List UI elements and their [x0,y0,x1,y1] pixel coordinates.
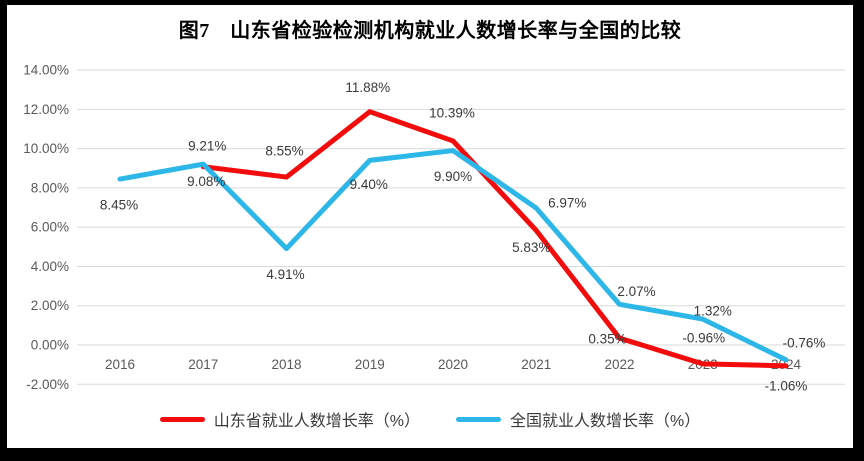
data-label-0: 0.35% [588,332,626,347]
y-tick-label: 6.00% [31,220,69,235]
legend-line-red [159,416,205,422]
x-tick-label: 2022 [604,357,634,372]
data-label-0: 11.88% [345,80,390,95]
x-tick-label: 2017 [188,357,218,372]
y-tick-label: 12.00% [23,102,69,117]
data-label-0: 8.55% [265,144,303,159]
y-tick-label: 0.00% [31,338,69,353]
y-tick-label: -2.00% [26,377,69,392]
data-label-1: 6.97% [548,196,586,211]
x-tick-label: 2021 [521,357,551,372]
data-label-0: 9.08% [187,174,225,189]
data-label-0: 5.83% [512,240,550,255]
data-label-1: -0.76% [783,335,826,350]
data-label-1: 4.91% [266,267,304,282]
y-tick-label: 14.00% [23,63,69,78]
legend-label-shandong: 山东省就业人数增长率（%） [213,413,420,430]
line-chart: 14.00% 12.00% 10.00% 8.00% 6.00% 4.00% 2.00% 0.… [23,63,845,393]
y-tick-label: 10.00% [23,141,69,156]
chart-title: 图7 山东省检验检测机构就业人数增长率与全国的比较 [178,20,682,42]
x-tick-label: 2016 [105,357,135,372]
data-label-1: 2.07% [617,284,655,299]
data-label-1: 9.90% [434,169,472,184]
x-tick-label: 2018 [271,357,301,372]
chart-canvas: 图7 山东省检验检测机构就业人数增长率与全国的比较 14.00% 12.00% 10… [7,5,853,448]
y-tick-label: 8.00% [31,180,69,195]
legend-item-shandong: 山东省就业人数增长率（%） [159,407,420,431]
data-label-1: 9.21% [188,139,226,154]
y-tick-label: 2.00% [31,298,69,313]
y-tick-label: 4.00% [31,259,69,274]
data-label-0: -1.06% [765,378,808,393]
data-label-0: 10.39% [429,105,475,120]
x-tick-label: 2019 [355,357,385,372]
legend-item-national: 全国就业人数增长率（%） [456,407,700,431]
chart-legend: 山东省就业人数增长率（%） 全国就业人数增长率（%） [7,407,853,431]
x-tick-label: 2020 [438,357,468,372]
data-label-1: 8.45% [100,198,138,213]
data-label-0: -0.96% [682,330,725,345]
data-label-1: 9.40% [350,177,388,192]
series-line-1 [117,148,789,363]
legend-label-national: 全国就业人数增长率（%） [510,413,701,430]
legend-line-blue [456,416,501,422]
series-line-0 [200,109,789,369]
data-label-1: 1.32% [694,304,732,319]
